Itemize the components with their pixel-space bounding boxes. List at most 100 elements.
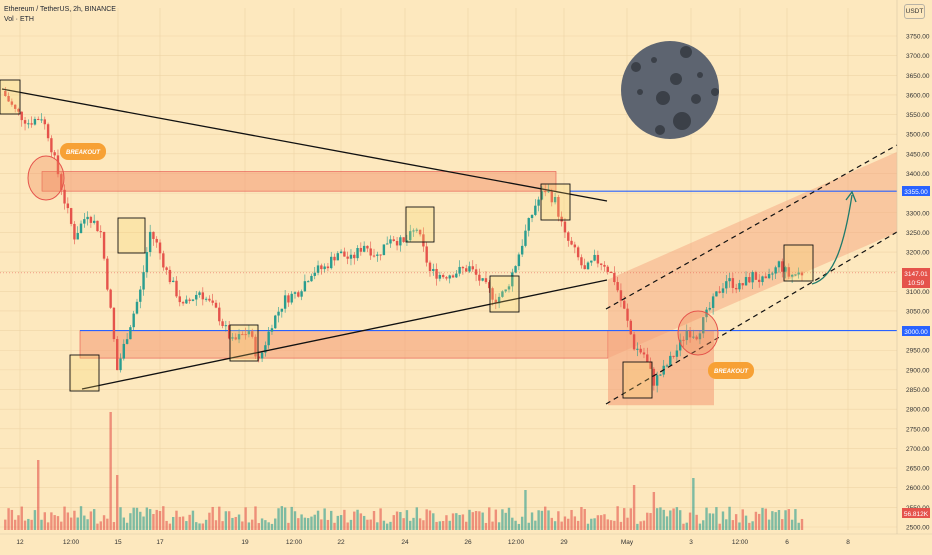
- volume-bar: [517, 523, 521, 530]
- candle-body: [504, 289, 507, 292]
- candle-body: [395, 241, 399, 246]
- volume-bar: [678, 510, 682, 530]
- zones-layer: [0, 151, 897, 406]
- candle-body: [283, 295, 287, 309]
- candle-body: [441, 274, 445, 278]
- candle-body: [43, 119, 46, 125]
- moon-crater: [673, 112, 691, 130]
- candle-body: [158, 242, 162, 254]
- volume-bar: [195, 522, 198, 530]
- candle-body: [563, 221, 567, 233]
- volume-bar: [46, 522, 50, 530]
- volume-bar: [102, 515, 106, 530]
- candle-body: [353, 254, 356, 259]
- volume-bar: [69, 517, 73, 530]
- candle-body: [280, 308, 284, 312]
- candle-body: [162, 253, 165, 268]
- candle-body: [665, 365, 669, 367]
- volume-bar: [695, 514, 698, 530]
- volume-bar: [122, 517, 126, 530]
- candle-body: [175, 280, 178, 297]
- volume-bar: [346, 522, 349, 530]
- price-tick-label: 2600.00: [906, 485, 930, 492]
- volume-bar: [418, 518, 422, 530]
- level-low-tag-text: 3000.00: [904, 329, 928, 336]
- candle-body: [435, 268, 438, 279]
- candle-body: [247, 331, 251, 335]
- candle-body: [20, 111, 23, 121]
- candle-body: [669, 355, 672, 366]
- candle-body: [692, 336, 695, 338]
- volume-bar: [366, 519, 369, 530]
- breakout-label-1: BREAKOUT: [66, 150, 101, 156]
- candle-body: [145, 252, 149, 273]
- channel-upper-line: [605, 144, 898, 310]
- volume-bar: [702, 520, 705, 530]
- volume-bar: [474, 511, 478, 530]
- moon-crater: [670, 73, 682, 85]
- volume-bar: [655, 508, 659, 530]
- volume-bar: [784, 510, 787, 530]
- candle-body: [412, 230, 415, 232]
- price-tick-label: 2800.00: [906, 407, 930, 414]
- volume-bar: [385, 523, 389, 530]
- candle-body: [797, 272, 800, 275]
- volume-bar: [13, 519, 17, 530]
- volume-bar: [356, 509, 359, 530]
- candle-body: [464, 268, 468, 272]
- volume-bar: [441, 521, 445, 530]
- candle-body: [649, 361, 652, 369]
- volume-bar: [613, 520, 616, 530]
- volume-bar: [672, 508, 675, 530]
- candle-body: [165, 267, 168, 270]
- candle-body: [708, 307, 712, 310]
- candle-body: [501, 291, 504, 297]
- volume-bar: [224, 511, 228, 530]
- volume-bar: [675, 507, 679, 530]
- candle-body: [92, 220, 96, 223]
- volume-bar: [267, 522, 270, 530]
- volume-bar: [748, 522, 751, 530]
- volume-bar: [27, 518, 30, 530]
- candle-body: [290, 293, 293, 303]
- currency-badge[interactable]: USDT: [904, 4, 925, 19]
- candle-body: [181, 302, 185, 304]
- volume-bar: [300, 514, 303, 530]
- candle-body: [530, 214, 534, 219]
- price-tick-label: 2500.00: [906, 525, 930, 532]
- volume-bar: [185, 521, 188, 530]
- volume-bar: [451, 513, 455, 530]
- volume-bar: [53, 515, 56, 530]
- candle-body: [119, 358, 122, 371]
- candle-body: [102, 231, 106, 259]
- candle-body: [270, 328, 274, 332]
- candle-body: [642, 352, 646, 355]
- candle-body: [300, 291, 303, 297]
- candle-body: [310, 275, 313, 282]
- volume-bar: [409, 520, 412, 530]
- price-tick-label: 3550.00: [906, 112, 930, 119]
- volume-bar: [481, 512, 484, 530]
- candle-body: [139, 289, 142, 302]
- candle-body: [402, 237, 405, 242]
- volume-bar: [797, 522, 800, 530]
- candle-body: [484, 278, 488, 283]
- volume-bar: [445, 515, 448, 530]
- candle-body: [30, 123, 33, 125]
- volume-bar: [33, 510, 37, 530]
- volume-bar: [550, 517, 553, 530]
- time-axis[interactable]: 12 12:00 15 17 19 12:00 22 24 26 12:00 29 May 3 12:00…: [0, 533, 932, 546]
- candle-body: [214, 302, 218, 308]
- candle-body: [389, 239, 392, 244]
- volume-bar: [412, 517, 415, 530]
- volume-bar: [422, 520, 425, 530]
- time-tick-label: 22: [337, 539, 345, 546]
- candle-body: [672, 355, 675, 357]
- volume-bar: [23, 520, 27, 530]
- volume-bar: [112, 522, 116, 530]
- candle-body: [208, 298, 211, 301]
- candle-body: [685, 331, 688, 341]
- volume-bar: [524, 490, 527, 530]
